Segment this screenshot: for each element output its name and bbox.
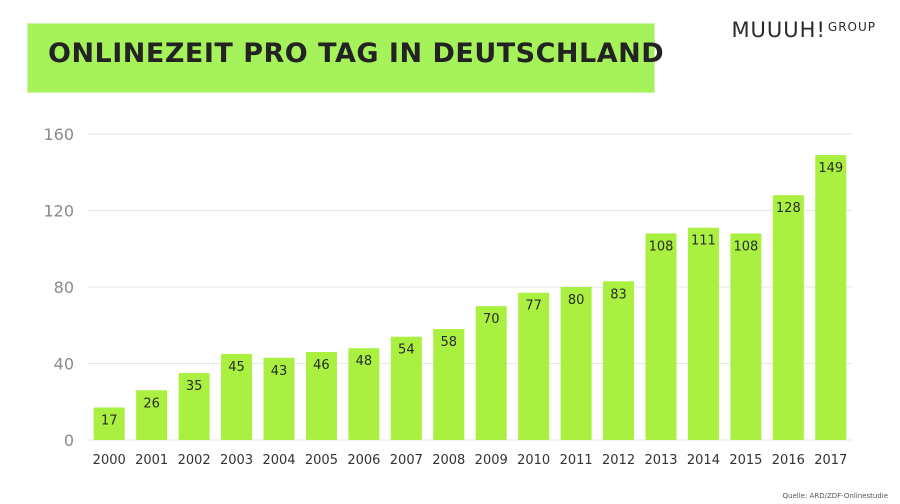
- x-tick-label: 2001: [135, 453, 168, 468]
- bar-value-label: 149: [818, 161, 843, 176]
- x-tick-label: 2015: [729, 453, 762, 468]
- bar-value-label: 77: [525, 299, 542, 314]
- bar: [348, 348, 380, 440]
- x-tick-label: 2006: [347, 453, 380, 468]
- bar-value-label: 108: [649, 239, 674, 254]
- bar: [263, 357, 295, 440]
- x-tick-label: 2010: [517, 453, 550, 468]
- x-tick-label: 2000: [93, 453, 126, 468]
- bar: [93, 407, 125, 440]
- bar: [433, 329, 465, 440]
- x-tick-label: 2009: [475, 453, 508, 468]
- x-tick-label: 2013: [644, 453, 677, 468]
- bar-value-label: 128: [776, 201, 801, 216]
- x-tick-label: 2017: [814, 453, 847, 468]
- bar: [136, 390, 168, 440]
- bar: [221, 353, 253, 440]
- brand-name: MUUUH!: [731, 18, 826, 42]
- bar: [518, 292, 550, 440]
- bar: [687, 227, 719, 440]
- bar: [815, 155, 847, 440]
- brand-sub: GROUP: [827, 20, 876, 34]
- brand-logo: MUUUH! GROUP: [731, 18, 876, 42]
- title-banner: [28, 24, 654, 92]
- y-tick-label: 40: [54, 355, 74, 374]
- bar: [772, 195, 804, 440]
- bar: [178, 373, 210, 440]
- bar-value-label: 54: [398, 343, 415, 358]
- x-tick-label: 2004: [262, 453, 295, 468]
- x-tick-label: 2012: [602, 453, 635, 468]
- bar: [730, 233, 762, 440]
- bar-value-label: 35: [186, 379, 203, 394]
- bar: [475, 306, 507, 440]
- x-tick-label: 2016: [772, 453, 805, 468]
- bar-value-label: 80: [568, 293, 585, 308]
- y-tick-label: 160: [43, 125, 74, 144]
- bar: [390, 336, 422, 440]
- bar: [603, 281, 635, 440]
- bar-value-label: 83: [610, 287, 627, 302]
- bar-value-label: 46: [313, 358, 330, 373]
- source-note: Quelle: ARD/ZDF-Onlinestudie: [782, 492, 888, 500]
- bar-value-label: 70: [483, 312, 500, 327]
- bar: [560, 287, 592, 440]
- x-tick-label: 2008: [432, 453, 465, 468]
- y-tick-label: 0: [64, 431, 74, 450]
- x-tick-label: 2005: [305, 453, 338, 468]
- bar-value-label: 26: [143, 396, 160, 411]
- bar-value-label: 48: [356, 354, 373, 369]
- x-tick-label: 2007: [390, 453, 423, 468]
- chart-title: ONLINEZEIT PRO TAG IN DEUTSCHLAND: [48, 38, 665, 69]
- bar-value-label: 108: [733, 239, 758, 254]
- bar-value-label: 58: [441, 335, 458, 350]
- x-tick-label: 2003: [220, 453, 253, 468]
- bar-value-label: 45: [228, 360, 245, 375]
- bar-value-label: 43: [271, 364, 288, 379]
- y-tick-label: 120: [43, 202, 74, 221]
- x-tick-label: 2014: [687, 453, 720, 468]
- bar-value-label: 111: [691, 234, 716, 249]
- bar: [645, 233, 677, 440]
- y-tick-label: 80: [54, 278, 74, 297]
- bar: [305, 352, 337, 440]
- x-tick-label: 2002: [178, 453, 211, 468]
- bar-value-label: 17: [101, 413, 118, 428]
- x-tick-label: 2011: [560, 453, 593, 468]
